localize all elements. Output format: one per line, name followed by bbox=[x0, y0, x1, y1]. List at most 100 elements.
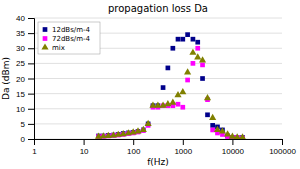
point bbox=[185, 78, 190, 83]
grid bbox=[34, 18, 282, 139]
point bbox=[185, 32, 190, 37]
point bbox=[224, 130, 231, 136]
tick-mark bbox=[28, 18, 34, 19]
legend: 12dBs/m-472dBs/m-4mix bbox=[38, 22, 100, 54]
legend-marker bbox=[43, 27, 48, 32]
tick-label: 15 bbox=[16, 90, 25, 99]
tick-mark bbox=[232, 139, 233, 145]
tick: 10 bbox=[16, 105, 34, 114]
point bbox=[184, 68, 191, 74]
point bbox=[189, 49, 196, 55]
point bbox=[161, 85, 166, 90]
grid-line bbox=[34, 78, 282, 79]
tick: 5 bbox=[21, 120, 34, 129]
tick: 15 bbox=[16, 90, 34, 99]
grid-line bbox=[34, 123, 282, 124]
tick-label: 100 bbox=[127, 147, 141, 156]
tick-label: 35 bbox=[16, 29, 25, 38]
title: propagation loss Da bbox=[108, 3, 208, 14]
point bbox=[204, 94, 211, 100]
tick: 20 bbox=[16, 75, 34, 84]
legend-marker bbox=[43, 36, 48, 41]
tick-mark bbox=[183, 139, 184, 145]
point bbox=[199, 56, 206, 62]
tick-mark bbox=[28, 33, 34, 34]
points bbox=[95, 32, 246, 139]
tick: 1 bbox=[32, 139, 37, 156]
x-axis-title: f(Hz) bbox=[147, 157, 169, 167]
series bbox=[95, 49, 246, 139]
chart: 1 10 100 1000 10000 100000 0 5 10 15 20 25 30 35 40 12d… bbox=[0, 0, 300, 169]
legend-marker bbox=[41, 43, 48, 49]
point bbox=[239, 133, 246, 139]
tick-mark bbox=[282, 139, 283, 145]
point bbox=[210, 123, 215, 128]
point bbox=[200, 76, 205, 81]
point bbox=[214, 126, 221, 132]
point bbox=[140, 126, 147, 132]
tick-mark bbox=[28, 109, 34, 110]
point bbox=[191, 37, 196, 42]
x-axis: 1 10 100 1000 10000 100000 bbox=[32, 139, 296, 156]
tick-label: 10000 bbox=[222, 147, 245, 156]
tick: 1000 bbox=[174, 139, 192, 156]
point bbox=[145, 120, 152, 126]
grid-line bbox=[34, 93, 282, 94]
tick: 40 bbox=[16, 14, 34, 23]
tick-mark bbox=[28, 79, 34, 80]
legend-label: 12dBs/m-4 bbox=[52, 26, 91, 34]
point bbox=[219, 127, 226, 133]
tick-mark bbox=[28, 48, 34, 49]
tick-label: 20 bbox=[16, 75, 25, 84]
tick-label: 1 bbox=[32, 147, 37, 156]
tick: 10 bbox=[80, 139, 89, 156]
tick: 100 bbox=[127, 139, 141, 156]
point bbox=[209, 114, 216, 120]
point bbox=[134, 127, 141, 133]
tick: 35 bbox=[16, 29, 34, 38]
axis-line bbox=[35, 140, 283, 146]
tick-label: 10 bbox=[16, 105, 25, 114]
tick-label: 40 bbox=[16, 14, 25, 23]
tick-label: 0 bbox=[21, 135, 26, 144]
point bbox=[205, 112, 210, 117]
grid-line bbox=[34, 18, 282, 19]
series bbox=[96, 32, 245, 139]
legend-frame bbox=[38, 22, 100, 54]
legend-label: mix bbox=[52, 44, 65, 52]
point bbox=[194, 53, 201, 59]
point bbox=[200, 63, 205, 68]
point bbox=[166, 66, 171, 71]
point bbox=[180, 105, 185, 110]
point bbox=[191, 61, 196, 66]
point bbox=[195, 46, 200, 51]
tick-mark bbox=[28, 124, 34, 125]
tick-label: 5 bbox=[21, 120, 26, 129]
tick: 10000 bbox=[222, 139, 245, 156]
point bbox=[180, 37, 185, 42]
tick-label: 100000 bbox=[269, 147, 296, 156]
tick: 100000 bbox=[269, 139, 296, 156]
tick-label: 30 bbox=[16, 44, 25, 53]
tick-label: 1000 bbox=[174, 147, 192, 156]
tick-label: 10 bbox=[80, 147, 89, 156]
tick-mark bbox=[28, 139, 34, 140]
plot: 1 10 100 1000 10000 100000 0 5 10 15 20 25 30 35 40 12d… bbox=[16, 14, 296, 156]
tick-mark bbox=[28, 63, 34, 64]
grid-line bbox=[34, 63, 282, 64]
point bbox=[176, 37, 181, 42]
point bbox=[234, 133, 241, 139]
y-axis: 0 5 10 15 20 25 30 35 40 bbox=[16, 14, 34, 144]
point bbox=[169, 99, 176, 105]
tick-mark bbox=[133, 139, 134, 145]
tick: 30 bbox=[16, 44, 34, 53]
point bbox=[171, 46, 176, 51]
tick: 0 bbox=[21, 135, 34, 144]
legend-label: 72dBs/m-4 bbox=[52, 35, 91, 43]
y-axis-title: Da (dBm) bbox=[1, 57, 11, 100]
tick-label: 25 bbox=[16, 59, 25, 68]
tick-mark bbox=[84, 139, 85, 145]
point bbox=[195, 40, 200, 45]
tick-mark bbox=[28, 94, 34, 95]
axis-line bbox=[28, 19, 35, 140]
